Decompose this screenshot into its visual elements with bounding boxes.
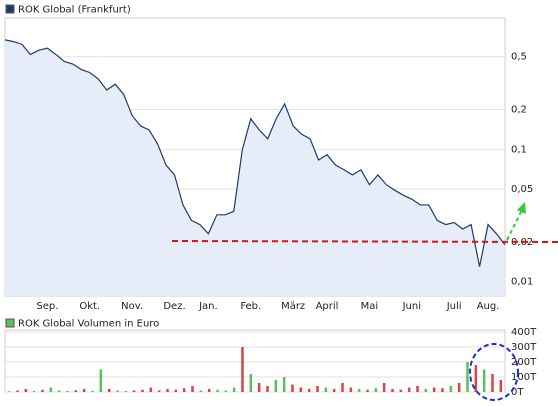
volume-bar — [499, 380, 503, 392]
volume-bar — [466, 362, 469, 392]
volume-bar — [74, 390, 78, 392]
x-tick-label: März — [281, 301, 305, 312]
volume-bar — [257, 383, 261, 392]
volume-bar — [116, 390, 119, 392]
y-tick-label: 200T — [511, 357, 537, 368]
volume-bar — [457, 383, 461, 392]
volume-bar — [66, 391, 69, 392]
y-tick-label: 300T — [511, 342, 537, 353]
x-tick-label: Mai — [361, 301, 379, 312]
x-tick-label: Juni — [402, 301, 421, 312]
legend-swatch — [5, 318, 15, 328]
volume-bar — [282, 377, 286, 392]
legend-label: ROK Global (Frankfurt) — [18, 5, 131, 16]
volume-bar — [91, 390, 94, 392]
volume-bar — [99, 369, 103, 392]
x-tick-label: Feb. — [240, 301, 261, 312]
volume-bar — [391, 389, 394, 392]
volume-bar — [49, 387, 53, 392]
volume-bar — [57, 390, 61, 392]
volume-bar — [149, 387, 153, 392]
volume-bar — [332, 389, 336, 392]
volume-bar — [374, 388, 378, 392]
volume-bar — [182, 388, 186, 392]
volume-bar — [324, 387, 328, 392]
volume-bar — [191, 386, 194, 392]
volume-bar — [274, 380, 278, 392]
y-tick-label: 0T — [511, 387, 524, 398]
volume-bar — [41, 389, 44, 392]
volume-bar — [449, 386, 453, 392]
volume-bar — [341, 383, 344, 392]
volume-bar — [349, 387, 353, 392]
y-tick-label: 0,01 — [511, 277, 533, 288]
arrow-head — [517, 202, 526, 214]
volume-bar — [32, 390, 36, 392]
volume-bar — [382, 383, 386, 392]
area — [5, 39, 505, 297]
x-tick-label: Juli — [446, 301, 462, 312]
volume-bar — [432, 387, 436, 392]
y-tick-label: 0,1 — [511, 144, 527, 155]
y-tick-label: 0,2 — [511, 104, 527, 115]
volume-bar — [482, 369, 486, 392]
volume-bar — [166, 389, 169, 392]
volume-bar — [299, 387, 303, 392]
price-line — [4, 39, 506, 267]
x-tick-label: Okt. — [79, 301, 100, 312]
x-tick-label: Aug. — [477, 301, 500, 312]
volume-bar — [407, 387, 411, 392]
volume-bar — [307, 389, 311, 392]
volume-bar — [141, 389, 144, 392]
volume-bar — [416, 386, 419, 392]
support-line — [171, 240, 558, 243]
volume-bar — [232, 387, 236, 392]
volume-bar — [174, 389, 178, 392]
volume-plot-frame — [4, 329, 506, 393]
volume-bar — [291, 384, 294, 392]
volume-bar — [224, 390, 228, 392]
volume-bar — [474, 365, 478, 392]
volume-bar — [7, 391, 11, 392]
volume-bar — [316, 386, 319, 392]
volume-bar — [266, 386, 269, 392]
volume-bar — [424, 389, 428, 392]
volume-bar — [199, 390, 203, 392]
volume-bar — [216, 389, 219, 392]
volume-bar — [249, 374, 253, 392]
y-tick-label: 400T — [511, 327, 537, 338]
volume-bar — [82, 389, 86, 392]
volume-bar — [357, 389, 361, 392]
x-tick-label: Dez. — [163, 301, 185, 312]
x-tick-label: Nov. — [121, 301, 143, 312]
y-tick-label: 0,5 — [511, 52, 527, 63]
legend-label: ROK Global Volumen in Euro — [18, 319, 159, 330]
volume-bar — [399, 389, 403, 392]
volume-bar — [491, 374, 494, 392]
volume-bar — [366, 389, 369, 392]
volume-bar — [157, 390, 161, 392]
x-tick-label: Jan. — [198, 301, 218, 312]
legend-swatch — [5, 4, 15, 14]
highlight-circle — [469, 343, 519, 401]
volume-bar — [24, 389, 28, 392]
y-tick-label: 0,05 — [511, 184, 533, 195]
trend-arrow — [506, 209, 523, 241]
volume-bar — [207, 389, 211, 392]
volume-bar — [241, 347, 244, 392]
volume-bar — [107, 389, 111, 392]
y-tick-label: 100T — [511, 372, 537, 383]
volume-bar — [124, 391, 128, 392]
x-tick-label: Sep. — [36, 301, 58, 312]
x-tick-label: April — [316, 301, 339, 312]
volume-bar — [132, 390, 136, 392]
volume-bar — [16, 390, 19, 392]
volume-bar — [441, 388, 444, 392]
